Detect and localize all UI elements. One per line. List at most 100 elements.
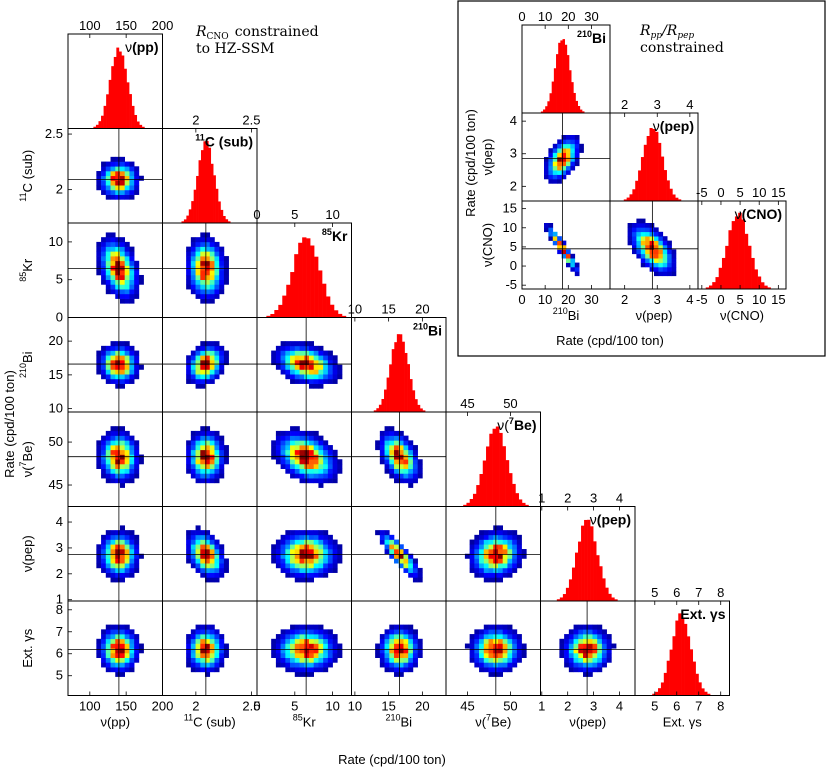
density-cell xyxy=(119,657,125,663)
density-cell xyxy=(129,440,135,446)
density-cell xyxy=(294,563,300,569)
density-cell xyxy=(205,430,211,436)
density-cell xyxy=(327,638,333,644)
histogram-bar xyxy=(549,93,552,113)
density-cell xyxy=(488,671,494,677)
density-cell xyxy=(110,289,116,295)
density-cell xyxy=(209,539,215,545)
density-cell xyxy=(205,251,211,257)
density-cell xyxy=(124,161,130,167)
density-cell xyxy=(299,449,305,455)
density-cell xyxy=(200,667,206,673)
density-cell xyxy=(483,572,489,578)
x-tick-label: 200 xyxy=(152,699,174,714)
density-cell xyxy=(209,355,215,361)
density-cell xyxy=(119,463,125,469)
density-cell xyxy=(205,473,211,479)
density-cell xyxy=(219,369,225,375)
density-cell xyxy=(592,624,598,630)
density-cell xyxy=(186,246,192,252)
density-cell xyxy=(290,378,296,384)
density-cell xyxy=(290,369,296,375)
density-cell xyxy=(632,231,637,237)
density-cell xyxy=(200,270,206,276)
density-cell xyxy=(129,374,135,380)
density-cell xyxy=(507,648,513,654)
density-cell xyxy=(394,652,400,658)
density-cell xyxy=(570,161,576,167)
density-cell xyxy=(389,539,395,545)
density-cell xyxy=(134,558,140,564)
density-cell xyxy=(280,539,286,545)
density-cell xyxy=(186,468,192,474)
density-cell xyxy=(119,638,125,644)
density-cell xyxy=(138,175,144,181)
density-cell xyxy=(671,271,677,277)
density-cell xyxy=(219,284,225,290)
histogram-bar xyxy=(744,233,749,289)
density-cell xyxy=(115,341,121,347)
density-cell xyxy=(412,577,418,583)
top-tick-label: 15 xyxy=(381,302,395,317)
histogram-bar xyxy=(602,578,606,601)
x-tick-label: 3 xyxy=(654,292,661,307)
histogram-bar xyxy=(196,175,199,223)
x-tick-label: 15 xyxy=(381,699,395,714)
density-cell xyxy=(313,468,319,474)
density-cell xyxy=(110,643,116,649)
histogram-bar xyxy=(760,282,765,289)
density-cell xyxy=(119,185,125,191)
density-cell xyxy=(119,662,125,668)
density-cell xyxy=(379,652,385,658)
density-cell xyxy=(134,468,140,474)
density-cell xyxy=(214,449,220,455)
histogram-bar xyxy=(754,269,758,289)
density-cell xyxy=(280,657,286,663)
density-cell xyxy=(119,440,125,446)
axis-label: 11C (sub) xyxy=(18,150,35,202)
x-tick-label: 5 xyxy=(736,292,743,307)
density-cell xyxy=(195,279,201,285)
histogram-panel: 1 2 3 4ν(pep) xyxy=(538,491,636,602)
density-cell xyxy=(479,563,485,569)
histogram-bar xyxy=(482,460,487,507)
density-cell xyxy=(115,671,121,677)
density-cell xyxy=(412,558,418,564)
density-cell xyxy=(119,161,125,167)
histogram-bar xyxy=(417,404,421,412)
density-cell xyxy=(601,657,607,663)
density-cell xyxy=(384,445,390,451)
density-cell xyxy=(110,171,116,177)
density-cell xyxy=(294,667,300,673)
density-cell xyxy=(119,237,125,243)
density-cell xyxy=(662,240,668,246)
density-cell xyxy=(408,563,414,569)
density-cell xyxy=(389,648,395,654)
histogram-bar xyxy=(508,473,513,507)
density-cell xyxy=(214,341,220,347)
density-cell xyxy=(200,572,206,578)
density-cell xyxy=(502,652,508,658)
density-cell xyxy=(138,459,144,465)
density-cell xyxy=(195,629,201,635)
density-cell xyxy=(570,258,576,263)
density-cell xyxy=(209,629,215,635)
density-cell xyxy=(304,558,310,564)
density-cell xyxy=(507,624,513,630)
top-tick-label: 0 xyxy=(518,9,525,24)
density-cell xyxy=(304,478,310,484)
density-cell xyxy=(205,293,211,299)
axis-label: ν(7Be) xyxy=(18,441,35,477)
density-cell xyxy=(304,350,310,356)
density-cell xyxy=(512,652,518,658)
density-cell xyxy=(507,667,513,673)
density-cell xyxy=(105,662,111,668)
density-cell xyxy=(110,449,116,455)
density-cell xyxy=(649,262,655,268)
density-cell xyxy=(632,240,637,246)
density-cell xyxy=(110,180,116,186)
density-cell xyxy=(398,473,404,479)
density-cell xyxy=(129,634,135,640)
histogram-bar xyxy=(183,219,187,223)
